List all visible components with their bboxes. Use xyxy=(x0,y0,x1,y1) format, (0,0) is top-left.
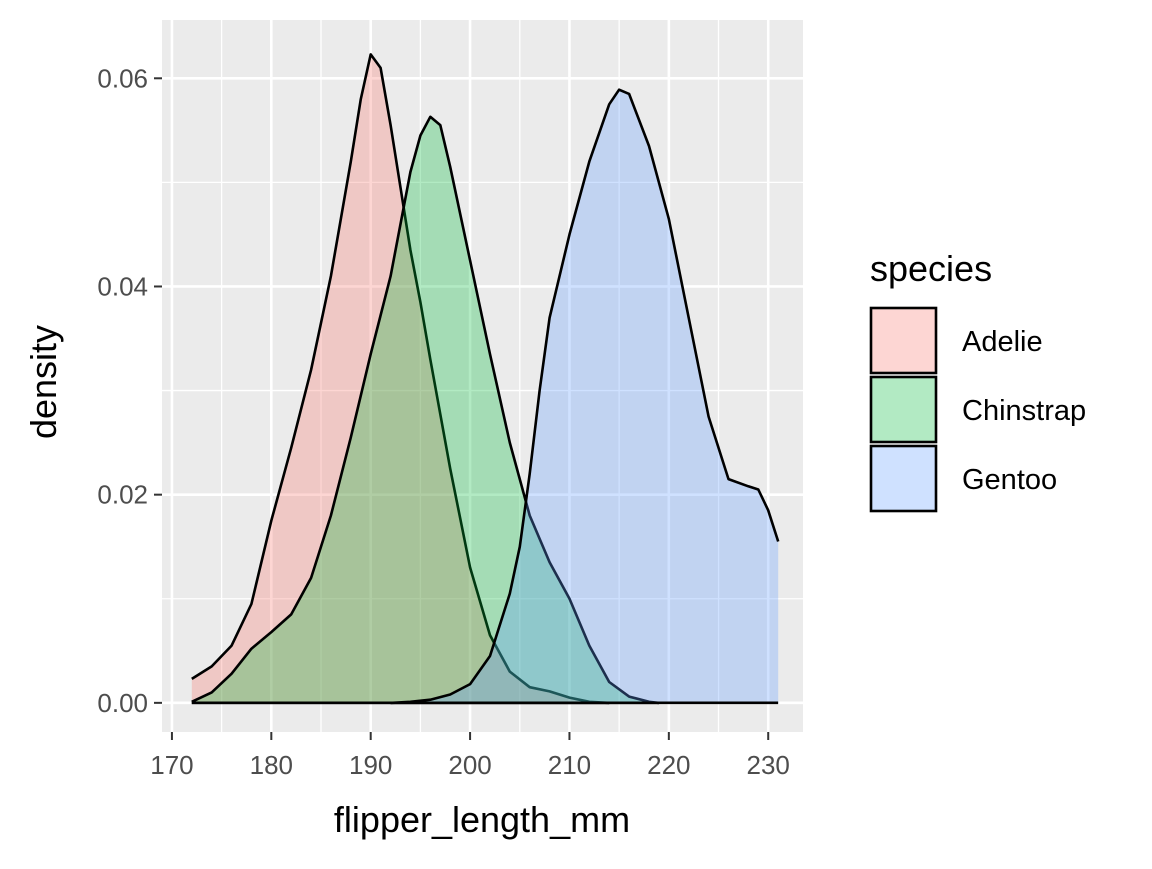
legend-title: species xyxy=(870,248,992,289)
legend-key-chinstrap xyxy=(869,375,938,444)
major-gridlines xyxy=(162,20,803,732)
legend-key-adelie-bg xyxy=(871,308,936,373)
legend-key-adelie xyxy=(869,306,938,375)
x-tick-label: 180 xyxy=(250,750,293,780)
x-tick-label: 200 xyxy=(448,750,491,780)
x-axis: 170 180 190 200 210 220 230 xyxy=(150,732,790,780)
y-tick-label: 0.02 xyxy=(97,480,148,510)
density-outline-adelie xyxy=(191,53,610,705)
density-areas xyxy=(191,53,780,705)
x-tick-label: 170 xyxy=(150,750,193,780)
legend-key-gentoo xyxy=(869,444,938,513)
y-tick-label: 0.04 xyxy=(97,271,148,301)
density-area-chinstrap xyxy=(191,116,659,703)
legend-key-gentoo-bg xyxy=(871,446,936,511)
y-tick-label: 0.00 xyxy=(97,688,148,718)
legend-key-chinstrap-bg xyxy=(871,377,936,442)
density-outline-gentoo xyxy=(390,88,780,705)
x-tick-label: 190 xyxy=(349,750,392,780)
legend: species Adelie Chinstrap Gentoo xyxy=(869,248,1086,513)
density-area-adelie xyxy=(191,54,610,703)
y-axis-title: density xyxy=(23,325,64,439)
legend-label-chinstrap: Chinstrap xyxy=(962,395,1086,427)
x-tick-label: 230 xyxy=(747,750,790,780)
legend-label-adelie: Adelie xyxy=(962,326,1043,358)
density-area-gentoo xyxy=(390,89,779,703)
density-outline-chinstrap xyxy=(191,115,660,705)
legend-label-gentoo: Gentoo xyxy=(962,464,1057,496)
y-axis: 0.00 0.02 0.04 0.06 xyxy=(97,63,162,718)
y-tick-label: 0.06 xyxy=(97,63,148,93)
x-tick-label: 210 xyxy=(548,750,591,780)
x-axis-title: flipper_length_mm xyxy=(334,799,630,840)
x-tick-label: 220 xyxy=(647,750,690,780)
